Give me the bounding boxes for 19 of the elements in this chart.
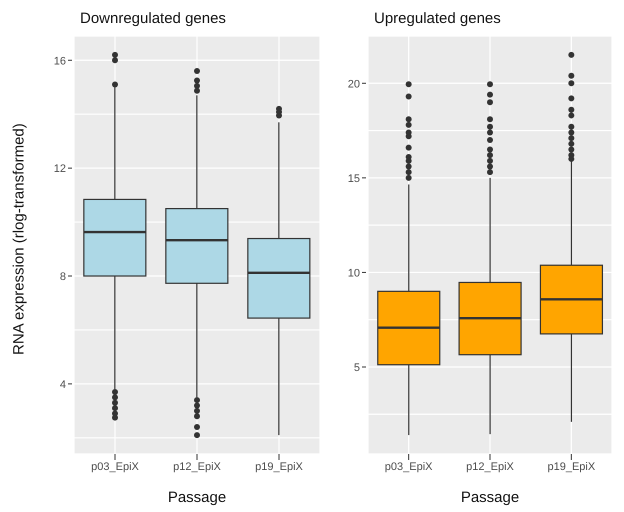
- y-tick-label: 20: [348, 78, 360, 90]
- x-tick-label: p03_EpiX: [384, 460, 434, 473]
- y-tick-label: 8: [60, 271, 66, 284]
- y-axis-title: RNA expression (rlog-transformed): [10, 123, 28, 355]
- y-tick-label: 15: [348, 172, 360, 185]
- y-tick-label: 5: [354, 362, 360, 374]
- y-tick-label: 4: [60, 378, 66, 391]
- y-tick-label: 10: [348, 267, 360, 280]
- chart-title: Upregulated genes: [374, 9, 502, 29]
- x-tick-label: p03_EpiX: [91, 460, 140, 473]
- x-tick-label: p12_EpiX: [173, 460, 222, 473]
- x-axis-title: Passage: [460, 489, 520, 506]
- y-tick-label: 16: [54, 55, 66, 68]
- y-tick-label: 12: [54, 163, 66, 176]
- x-axis-title: Passage: [168, 489, 226, 506]
- x-tick-label: p19_EpiX: [547, 460, 596, 473]
- x-tick-label: p12_EpiX: [466, 460, 515, 473]
- chart-title: Downregulated genes: [80, 9, 227, 29]
- x-tick-label: p19_EpiX: [255, 460, 304, 473]
